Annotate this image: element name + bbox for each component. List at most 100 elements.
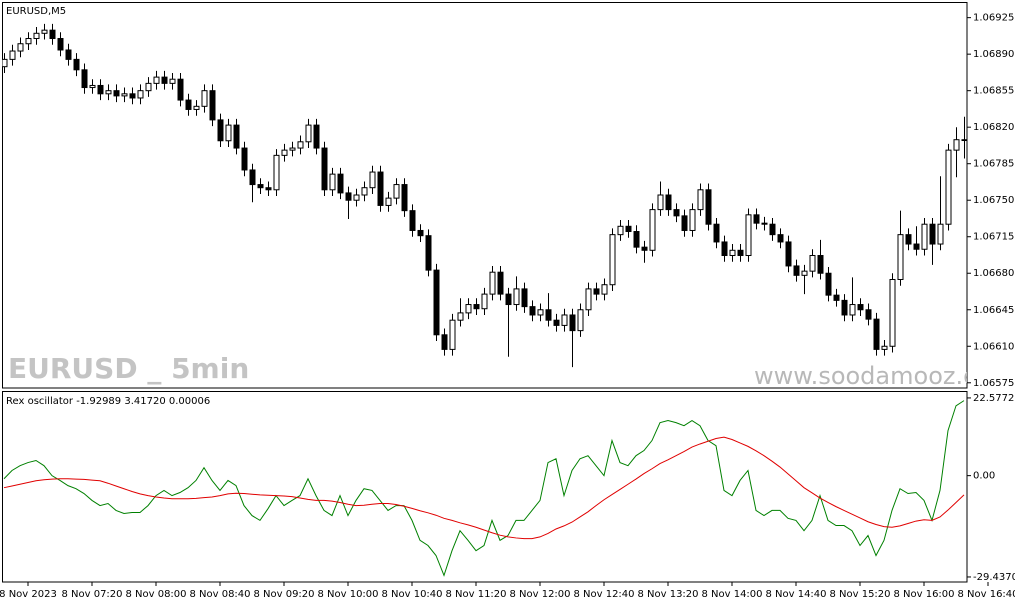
candle-body [457,312,464,321]
x-tick-label: 8 Nov 14:00 [701,589,762,600]
y-tick-label: 1.06680 [973,268,1014,279]
candle-body [513,288,520,306]
y-tick-label: 1.06715 [973,232,1014,243]
candle-body [737,249,744,257]
candle-body [673,209,680,217]
candle-body [825,272,832,296]
y-tick-label: 1.06890 [973,49,1014,60]
y-tick-label: 1.06645 [973,305,1014,316]
candle-body [809,255,816,272]
candle-body [25,38,32,45]
candle-body [633,231,640,248]
candle-body [617,225,624,236]
candle-body [113,90,120,97]
x-tick-label: 8 Nov 07:20 [61,589,122,600]
price-panel [2,2,968,389]
candle-body [17,43,24,52]
x-tick-label: 8 Nov 11:20 [445,589,506,600]
candle-body [225,124,232,142]
candle-body [953,139,960,151]
y-tick-label: 1.06750 [973,195,1014,206]
candle-body [265,187,272,191]
candle-body [529,306,536,316]
x-tick-label: 8 Nov 2023 [0,589,57,600]
candle-body [857,304,864,311]
candle-body [497,271,504,295]
candle-body [33,32,40,40]
candle-body [329,173,336,191]
x-tick-label: 8 Nov 08:40 [189,589,250,600]
candle-body [849,304,856,316]
candle-body [881,345,888,350]
candle-body [657,194,664,211]
candle-body [129,93,136,99]
candle-body [841,299,848,316]
candle-body [561,314,568,326]
x-tick-label: 8 Nov 10:40 [381,589,442,600]
chart-title: EURUSD,M5 [6,6,66,17]
candle-body [833,294,840,301]
candle-body [577,309,584,332]
candle-body [489,271,496,295]
candle-body [481,293,488,310]
candle-body [801,270,808,276]
oscillator-plot [3,400,965,577]
candle-body [353,194,360,201]
candle-body [769,223,776,236]
y-tick-label: 1.06925 [973,13,1014,24]
y-tick-label: 22.57726 [973,393,1015,404]
candle-body [393,184,400,199]
candle-body [609,234,616,286]
y-tick-label: 1.06785 [973,159,1014,170]
x-tick-label: 8 Nov 16:00 [893,589,954,600]
candle-body [785,241,792,267]
candle-body [233,124,240,149]
candle-body [2,58,8,68]
candle-body [321,147,328,191]
oscillator-panel [2,391,968,583]
y-tick-label: 0.00 [973,471,995,482]
x-tick-label: 8 Nov 14:40 [765,589,826,600]
x-tick-label: 8 Nov 12:40 [573,589,634,600]
oscillator-title: Rex oscillator -1.92989 3.41720 0.00006 [6,396,210,407]
candle-body [689,209,696,231]
candle-body [401,184,408,212]
candle-body [473,304,480,310]
candle-body [649,209,656,251]
x-tick-label: 8 Nov 16:40 [957,589,1015,600]
candle-body [145,82,152,92]
candle-body [97,84,104,95]
candle-body [601,284,608,295]
candle-body [169,78,176,84]
candle-body [553,319,560,326]
candle-body [465,304,472,314]
candle-body [377,171,384,206]
candle-body [177,78,184,101]
candle-body [753,214,760,224]
candle-body [905,234,912,245]
candle-body [505,293,512,306]
candle-body [185,99,192,110]
candle-body [721,241,728,257]
candle-body [161,76,168,84]
candle-body [729,249,736,257]
candle-body [761,222,768,225]
candle-body [545,309,552,321]
candle-body [713,223,720,243]
candle-body [537,309,544,316]
candle-body [241,147,248,171]
axes: 1.06925 1.06890 1.06855 1.06820 1.06785 1.067… [0,13,1015,600]
candle-body [201,90,208,107]
candle-body [121,93,128,97]
candle-body [961,139,967,142]
candle-body [745,214,752,257]
oscillator-line [3,400,965,577]
candle-body [409,210,416,231]
candle-body [337,173,344,194]
y-tick-label: 1.06855 [973,86,1014,97]
candle-body [385,197,392,206]
candle-body [41,29,48,34]
candle-body [521,288,528,308]
candle-body [345,192,352,201]
candle-body [865,309,872,320]
